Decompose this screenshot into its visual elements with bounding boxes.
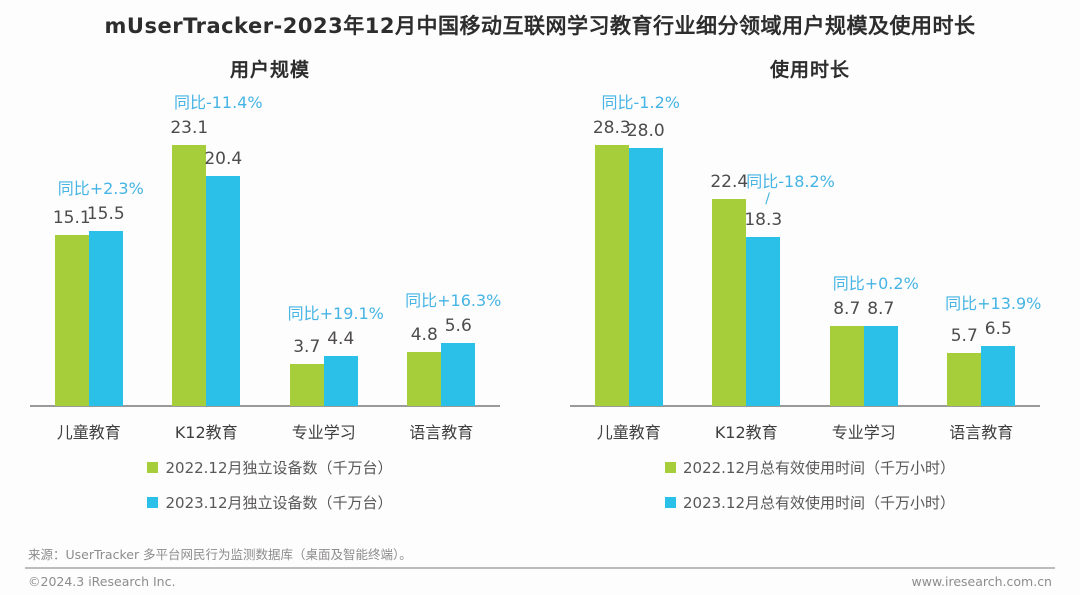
- bar-2022: [829, 325, 864, 406]
- legend-item: 2022.12月总有效使用时间（千万小时）: [664, 457, 956, 478]
- axis-category-label: 儿童教育: [596, 423, 661, 442]
- plot-right: 28.3 28.0 同比-1.2% 儿童教育 22.4 18.3 同比-18.2% / K12教…: [540, 0, 1080, 540]
- legend-label-2023: 2023.12月独立设备数（千万台）: [165, 494, 393, 512]
- bar-2022: [407, 351, 442, 406]
- value-label-2022: 15.1: [52, 208, 91, 229]
- bar-2022: [947, 353, 982, 406]
- bar-2022: [594, 145, 629, 406]
- bar-2023: [628, 147, 663, 406]
- bar-2022: [172, 145, 207, 406]
- value-label-2022: 22.4: [710, 172, 749, 193]
- legend-item: 2023.12月总有效使用时间（千万小时）: [664, 492, 956, 513]
- legend-swatch-2022-icon: [147, 462, 159, 473]
- axis-category-label: 专业学习: [291, 423, 356, 442]
- value-label-2023: 18.3: [744, 210, 783, 231]
- axis-category-label: 语言教育: [949, 423, 1014, 442]
- chart-user-scale-legend: 2022.12月独立设备数（千万台） 2023.12月独立设备数（千万台）: [0, 457, 540, 513]
- value-label-2023: 8.7: [867, 298, 895, 319]
- yoy-change-label: 同比+16.3%: [405, 290, 502, 310]
- yoy-change-label: 同比+13.9%: [945, 294, 1042, 314]
- copyright-text: ©2024.3 iResearch Inc.: [28, 574, 176, 589]
- legend-label-2023: 2023.12月总有效使用时间（千万小时）: [682, 494, 956, 512]
- value-label-2023: 28.0: [626, 120, 665, 141]
- chart-user-scale-title: 用户规模: [229, 59, 310, 81]
- bar-2023: [746, 237, 781, 406]
- chart-user-scale: 用户规模 15.1 15.5 同比+2.3% 儿童教育 23.1 20.4 同比-11.4%…: [0, 0, 540, 540]
- yoy-change-label: 同比-11.4%: [173, 93, 263, 112]
- value-label-2023: 20.4: [204, 148, 243, 169]
- bar-2022: [54, 235, 89, 406]
- axis-category-label: 儿童教育: [56, 423, 121, 442]
- bar-2022: [289, 364, 324, 406]
- value-label-2022: 5.7: [950, 326, 978, 347]
- bar-2023: [206, 175, 241, 406]
- legend-label-2022: 2022.12月总有效使用时间（千万小时）: [682, 459, 956, 477]
- plot-left: 15.1 15.5 同比+2.3% 儿童教育 23.1 20.4 同比-11.4% K12教育…: [0, 0, 540, 540]
- bar-2023: [441, 342, 476, 406]
- value-label-2022: 28.3: [592, 118, 631, 138]
- legend-swatch-2023-icon: [147, 497, 159, 508]
- page-title: mUserTracker-2023年12月中国移动互联网学习教育行业细分领域用户…: [104, 14, 976, 38]
- yoy-change-label: 同比+0.2%: [832, 273, 919, 293]
- bar-2023: [863, 325, 898, 406]
- value-label-2023: 6.5: [984, 319, 1012, 340]
- axis-category-label: 语言教育: [409, 423, 474, 442]
- legend-item: 2023.12月独立设备数（千万台）: [147, 492, 393, 513]
- legend-swatch-2022-icon: [664, 462, 676, 473]
- bar-2023: [981, 346, 1016, 406]
- value-label-2022: 3.7: [293, 337, 321, 358]
- bar-2022: [712, 199, 747, 406]
- legend-label-2022: 2022.12月独立设备数（千万台）: [165, 459, 393, 477]
- bar-2023: [323, 356, 358, 406]
- x-axis-line: [30, 405, 500, 407]
- chart-usage-time-title: 使用时长: [769, 59, 850, 81]
- website-text: www.iresearch.com.cn: [911, 574, 1053, 589]
- yoy-change-label: 同比-18.2%: [746, 172, 835, 192]
- axis-category-label: K12教育: [174, 423, 238, 442]
- source-note: 来源：UserTracker 多平台网民行为监测数据库（桌面及智能终端）。: [28, 547, 412, 562]
- yoy-change-label: 同比-1.2%: [601, 93, 680, 112]
- axis-category-label: K12教育: [714, 423, 778, 442]
- legend-swatch-2023-icon: [664, 497, 676, 508]
- value-label-2022: 8.7: [833, 298, 861, 319]
- chart-usage-time-legend: 2022.12月总有效使用时间（千万小时） 2023.12月总有效使用时间（千万…: [540, 457, 1080, 513]
- footer-divider: [25, 567, 1055, 569]
- value-label-2023: 4.4: [327, 329, 355, 350]
- value-label-2023: 15.5: [86, 203, 125, 224]
- value-label-2022: 4.8: [410, 324, 438, 345]
- value-label-2022: 23.1: [170, 118, 209, 138]
- bar-2023: [88, 230, 123, 406]
- chart-usage-time: 使用时长 28.3 28.0 同比-1.2% 儿童教育 22.4 18.3 同比-18.2%…: [540, 0, 1080, 540]
- legend-item: 2022.12月独立设备数（千万台）: [147, 457, 393, 478]
- x-axis-line: [570, 405, 1040, 407]
- axis-category-label: 专业学习: [831, 423, 896, 442]
- leader-line: /: [765, 191, 770, 208]
- yoy-change-label: 同比+19.1%: [287, 304, 384, 324]
- yoy-change-label: 同比+2.3%: [57, 178, 144, 198]
- value-label-2023: 5.6: [444, 315, 472, 336]
